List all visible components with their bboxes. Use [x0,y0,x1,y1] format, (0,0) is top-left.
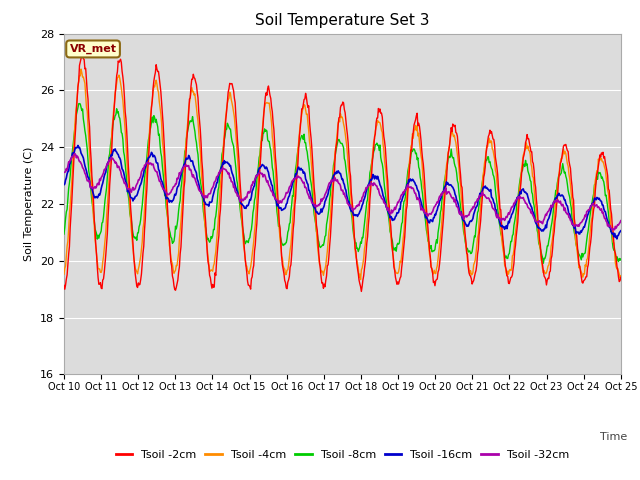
Text: Time: Time [600,432,627,442]
Text: VR_met: VR_met [70,44,116,54]
Y-axis label: Soil Temperature (C): Soil Temperature (C) [24,147,35,261]
Legend: Tsoil -2cm, Tsoil -4cm, Tsoil -8cm, Tsoil -16cm, Tsoil -32cm: Tsoil -2cm, Tsoil -4cm, Tsoil -8cm, Tsoi… [111,445,573,464]
Title: Soil Temperature Set 3: Soil Temperature Set 3 [255,13,429,28]
